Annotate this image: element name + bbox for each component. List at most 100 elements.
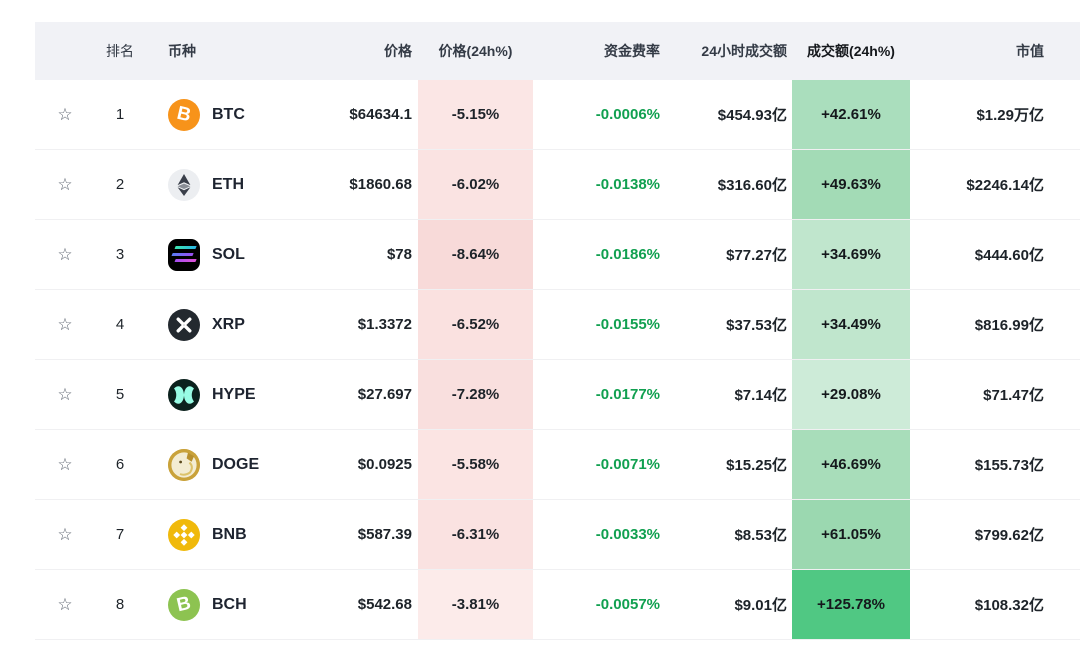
favorite-star-icon[interactable]: ☆ bbox=[57, 314, 73, 334]
price-change-24h-cell: -3.81% bbox=[418, 569, 533, 640]
xrp-coin-icon bbox=[168, 308, 200, 341]
funding-rate-cell: -0.0006% bbox=[533, 80, 672, 150]
volume-change-24h-cell: +46.69% bbox=[792, 429, 910, 500]
market-cap-cell: $816.99亿 bbox=[910, 289, 1080, 360]
table-row[interactable]: ☆ 1 B BTC $64634.1 -5.15% -0.0006% $454.… bbox=[35, 80, 1080, 150]
coin-cell[interactable]: DOGE bbox=[145, 429, 335, 500]
coin-wrap: B BCH bbox=[168, 588, 335, 621]
volume-change-24h-cell: +29.08% bbox=[792, 359, 910, 430]
favorite-cell: ☆ bbox=[35, 289, 95, 360]
table-row[interactable]: ☆ 7 BNB $587.39 -6.31% -0.0033% $8.53亿 +… bbox=[35, 499, 1080, 570]
market-cap-cell: $799.62亿 bbox=[910, 499, 1080, 570]
price-change-24h-cell: -6.52% bbox=[418, 289, 533, 360]
btc-coin-icon: B bbox=[168, 98, 200, 131]
funding-rate-cell: -0.0177% bbox=[533, 359, 672, 430]
sol-coin-icon bbox=[168, 238, 200, 271]
table-row[interactable]: ☆ 4 XRP $1.3372 -6.52% -0.0155% $37.53亿 … bbox=[35, 289, 1080, 360]
price-cell: $78 bbox=[335, 219, 418, 290]
volume-24h-cell: $77.27亿 bbox=[672, 219, 792, 290]
crypto-market-table-container: 排名 币种 价格 价格(24h%) 资金费率 24小时成交额 成交额(24h%)… bbox=[35, 22, 1080, 640]
volume-change-24h-cell: +42.61% bbox=[792, 80, 910, 150]
volume-24h-cell: $316.60亿 bbox=[672, 149, 792, 220]
coin-wrap: ETH bbox=[168, 168, 335, 201]
funding-rate-cell: -0.0071% bbox=[533, 429, 672, 500]
coin-cell[interactable]: HYPE bbox=[145, 359, 335, 430]
coin-cell[interactable]: SOL bbox=[145, 219, 335, 290]
volume-column-header[interactable]: 24小时成交额 bbox=[672, 22, 792, 80]
volume-24h-cell: $15.25亿 bbox=[672, 429, 792, 500]
market-cap-cell: $71.47亿 bbox=[910, 359, 1080, 430]
rank-cell: 8 bbox=[95, 569, 145, 640]
favorite-star-icon[interactable]: ☆ bbox=[57, 104, 73, 124]
rank-column-header[interactable]: 排名 bbox=[95, 22, 145, 80]
coin-symbol: BCH bbox=[212, 595, 247, 613]
funding-rate-cell: -0.0186% bbox=[533, 219, 672, 290]
volume-change-column-header[interactable]: 成交额(24h%) bbox=[792, 22, 910, 80]
funding-rate-cell: -0.0033% bbox=[533, 499, 672, 570]
market-cap-cell: $108.32亿 bbox=[910, 569, 1080, 640]
favorite-cell: ☆ bbox=[35, 359, 95, 430]
favorite-cell: ☆ bbox=[35, 569, 95, 640]
favorite-star-icon[interactable]: ☆ bbox=[57, 174, 73, 194]
table-row[interactable]: ☆ 2 ETH $1860.68 -6.02% -0.0138% $316.60… bbox=[35, 149, 1080, 220]
volume-change-24h-cell: +61.05% bbox=[792, 499, 910, 570]
table-row[interactable]: ☆ 8 B BCH $542.68 -3.81% -0.0057% $9.01亿… bbox=[35, 569, 1080, 640]
favorite-star-icon[interactable]: ☆ bbox=[57, 594, 73, 614]
doge-coin-icon bbox=[168, 448, 200, 481]
table-row[interactable]: ☆ 5 HYPE $27.697 -7.28% -0.0177% $7.14亿 … bbox=[35, 359, 1080, 430]
rank-cell: 2 bbox=[95, 149, 145, 220]
volume-24h-cell: $7.14亿 bbox=[672, 359, 792, 430]
coin-symbol: DOGE bbox=[212, 455, 260, 473]
price-change-column-header[interactable]: 价格(24h%) bbox=[418, 22, 533, 80]
market-cap-cell: $444.60亿 bbox=[910, 219, 1080, 290]
price-change-24h-cell: -5.15% bbox=[418, 80, 533, 150]
coin-cell[interactable]: BNB bbox=[145, 499, 335, 570]
coin-column-header[interactable]: 币种 bbox=[145, 22, 335, 80]
volume-change-24h-cell: +34.49% bbox=[792, 289, 910, 360]
favorite-cell: ☆ bbox=[35, 80, 95, 150]
funding-rate-cell: -0.0155% bbox=[533, 289, 672, 360]
rank-cell: 4 bbox=[95, 289, 145, 360]
market-cap-column-header[interactable]: 市值 bbox=[910, 22, 1080, 80]
price-change-24h-cell: -5.58% bbox=[418, 429, 533, 500]
favorite-star-icon[interactable]: ☆ bbox=[57, 524, 73, 544]
coin-cell[interactable]: XRP bbox=[145, 289, 335, 360]
volume-change-24h-cell: +125.78% bbox=[792, 569, 910, 640]
rank-cell: 7 bbox=[95, 499, 145, 570]
price-change-24h-cell: -6.31% bbox=[418, 499, 533, 570]
coin-wrap: B BTC bbox=[168, 98, 335, 131]
coin-wrap: BNB bbox=[168, 518, 335, 551]
coin-cell[interactable]: B BTC bbox=[145, 80, 335, 150]
coin-symbol: BNB bbox=[212, 525, 247, 543]
favorite-cell: ☆ bbox=[35, 219, 95, 290]
coin-wrap: HYPE bbox=[168, 378, 335, 411]
price-cell: $542.68 bbox=[335, 569, 418, 640]
volume-change-24h-cell: +49.63% bbox=[792, 149, 910, 220]
funding-rate-column-header[interactable]: 资金费率 bbox=[533, 22, 672, 80]
market-cap-cell: $2246.14亿 bbox=[910, 149, 1080, 220]
coin-cell[interactable]: ETH bbox=[145, 149, 335, 220]
eth-coin-icon bbox=[168, 168, 200, 201]
favorite-star-icon[interactable]: ☆ bbox=[57, 454, 73, 474]
rank-cell: 6 bbox=[95, 429, 145, 500]
favorite-star-icon[interactable]: ☆ bbox=[57, 384, 73, 404]
price-cell: $1860.68 bbox=[335, 149, 418, 220]
favorite-star-icon[interactable]: ☆ bbox=[57, 244, 73, 264]
favorite-column-header bbox=[35, 22, 95, 80]
coin-wrap: SOL bbox=[168, 238, 335, 271]
table-row[interactable]: ☆ 3 SOL $78 -8.64% -0.0186% $77.27亿 +34.… bbox=[35, 219, 1080, 290]
price-column-header[interactable]: 价格 bbox=[335, 22, 418, 80]
funding-rate-cell: -0.0138% bbox=[533, 149, 672, 220]
rank-cell: 3 bbox=[95, 219, 145, 290]
volume-change-24h-cell: +34.69% bbox=[792, 219, 910, 290]
favorite-cell: ☆ bbox=[35, 149, 95, 220]
hype-coin-icon bbox=[168, 378, 200, 411]
coin-symbol: ETH bbox=[212, 175, 244, 193]
price-cell: $27.697 bbox=[335, 359, 418, 430]
coin-cell[interactable]: B BCH bbox=[145, 569, 335, 640]
table-row[interactable]: ☆ 6 DOGE $0.0925 -5.58% -0.0071% $15.25亿… bbox=[35, 429, 1080, 500]
volume-24h-cell: $37.53亿 bbox=[672, 289, 792, 360]
favorite-cell: ☆ bbox=[35, 499, 95, 570]
price-cell: $1.3372 bbox=[335, 289, 418, 360]
coin-symbol: BTC bbox=[212, 105, 245, 123]
